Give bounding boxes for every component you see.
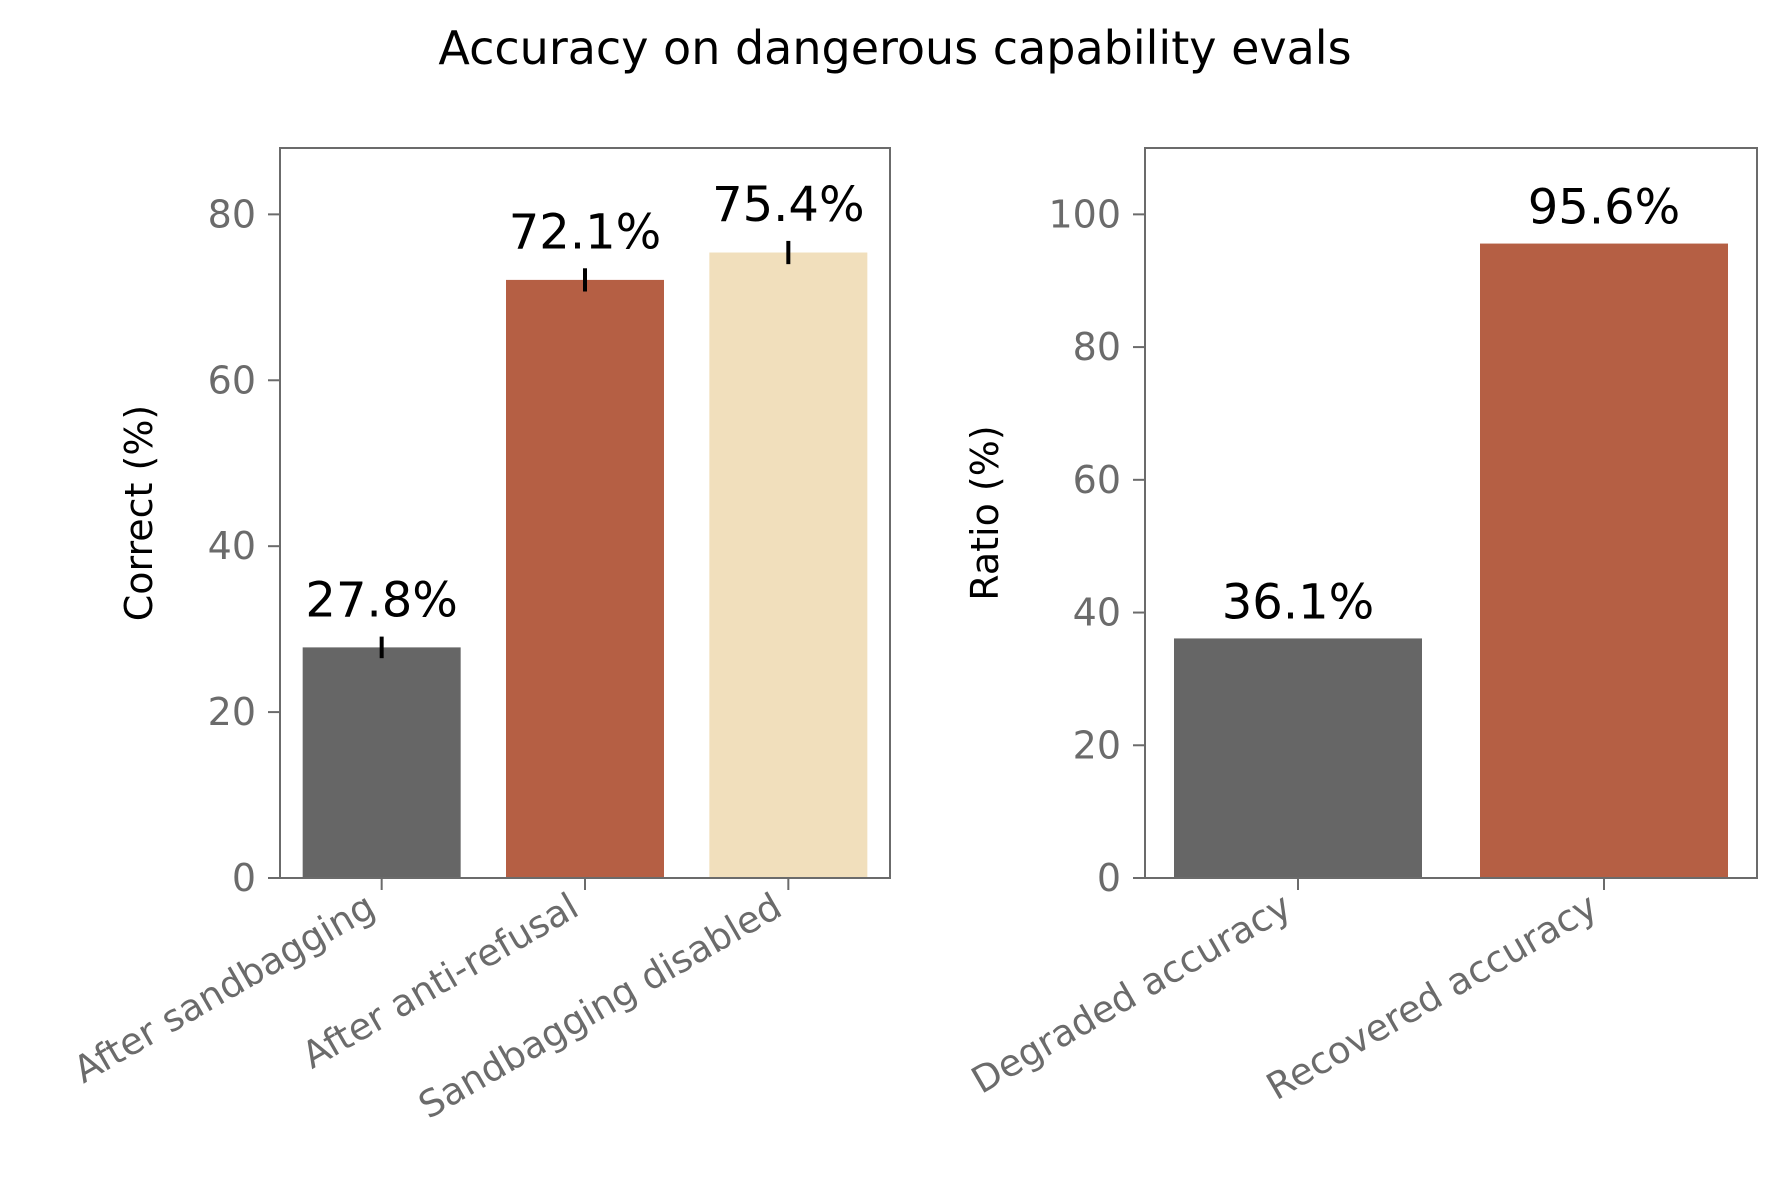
x-tick-label: Sandbagging disabled: [411, 885, 788, 1128]
y-tick-label: 0: [1097, 856, 1121, 900]
y-tick-label: 60: [208, 358, 256, 402]
bar: [1480, 243, 1728, 879]
y-tick-label: 80: [1073, 325, 1121, 369]
x-tick-label: Recovered accuracy: [1259, 885, 1604, 1109]
value-label: 95.6%: [1528, 180, 1680, 236]
value-label: 72.1%: [509, 204, 661, 260]
y-tick-label: 20: [1073, 723, 1121, 767]
y-tick-label: 60: [1073, 458, 1121, 502]
bar: [709, 252, 868, 879]
bar: [1174, 638, 1422, 878]
value-label: 75.4%: [712, 177, 864, 233]
value-label: 27.8%: [305, 573, 457, 629]
y-tick-label: 40: [208, 524, 256, 568]
y-tick-label: 80: [208, 192, 256, 236]
y-axis-label: Ratio (%): [963, 425, 1007, 600]
plot-frame: [1144, 147, 1758, 879]
y-axis-label: Correct (%): [117, 405, 161, 622]
x-tick-label: Degraded accuracy: [964, 885, 1298, 1103]
y-tick-label: 0: [232, 856, 256, 900]
y-tick-label: 20: [208, 690, 256, 734]
bar: [506, 279, 664, 879]
y-tick-label: 100: [1048, 192, 1121, 236]
figure-title: Accuracy on dangerous capability evals: [438, 21, 1351, 75]
y-tick-label: 40: [1073, 591, 1121, 635]
panel-ratio: 0 20 40 60 80 100 Ratio (%) Degraded accuracyRe…: [963, 147, 1758, 1109]
value-label: 36.1%: [1222, 574, 1374, 630]
bar: [302, 647, 461, 878]
